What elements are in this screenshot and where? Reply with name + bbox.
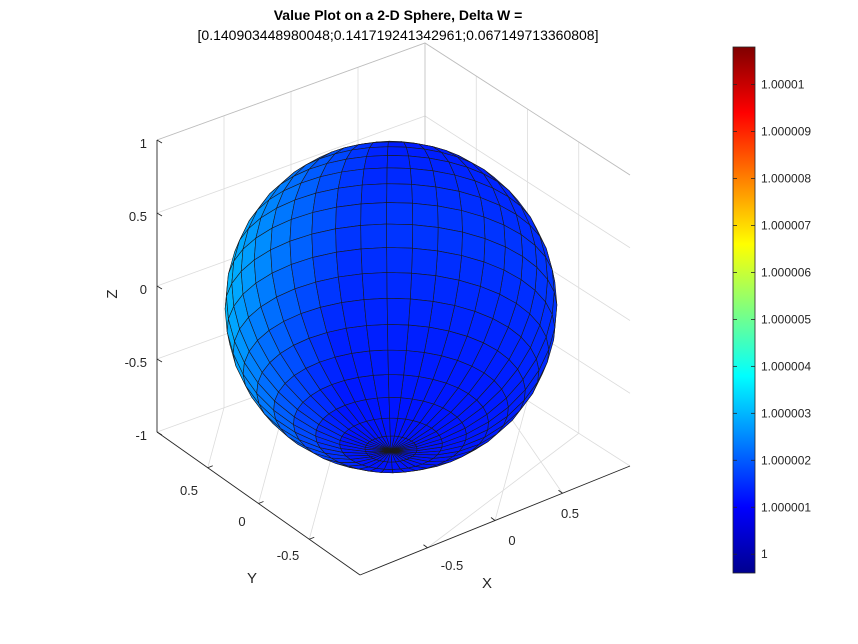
surface-face [360,247,388,275]
surface-face [432,275,460,306]
z-tick-label: -0.5 [125,355,147,370]
chart-title-line2: [0.140903448980048;0.141719241342961;0.0… [198,27,599,43]
z-axis-ticks: 1 0.5 0 -0.5 -1 [125,136,147,443]
surface-face [335,203,362,230]
colorbar-tick-label: 1.000005 [761,312,811,326]
x-tick-mark [558,489,563,494]
colorbar-tick-label: 1.000007 [761,218,811,232]
surface-face [341,299,367,329]
surface-face [386,247,413,274]
surface-face [388,374,405,399]
surface-face [386,183,413,204]
surface-face [363,155,388,170]
surface-face [386,167,412,185]
colorbar-tick-label: 1.000006 [761,265,811,279]
surface-face [337,273,365,303]
surface-face [335,225,362,253]
z-tick-label: -1 [135,428,147,443]
surface-face [411,183,438,207]
z-tick-mark [156,431,163,436]
surface-face [360,202,388,226]
surface-face [412,224,439,252]
surface-face [366,324,389,352]
surface-face [409,168,437,188]
z-tick-label: 0 [140,282,147,297]
y-tick-mark [309,536,315,540]
surface-face [411,247,438,277]
surface-face [360,183,388,205]
y-tick-label: 0 [238,514,245,529]
x-tick-label: 0.5 [561,506,579,521]
x-tick-mark [423,544,428,549]
colorbar-ticks: 1 1.000001 1.000002 1.000003 1.000004 1.00000… [733,78,811,561]
surface-face [386,155,411,169]
y-axis-label: Y [247,570,257,587]
colorbar[interactable] [732,46,756,574]
grid-line [427,142,580,549]
z-tick-label: 1 [140,136,147,151]
surface-face [386,297,411,326]
surface-face [387,349,407,376]
surface-face [366,146,389,157]
colorbar-tick-label: 1 [761,547,768,561]
surface-face [387,141,407,148]
x-tick-mark [490,517,496,521]
surface-face [369,349,389,376]
colorbar-tick-label: 1.000001 [761,500,811,514]
sphere-surface[interactable] [224,140,558,474]
surface-face [437,227,463,256]
z-tick-mark [156,285,163,290]
y-tick-label: 0.5 [180,483,198,498]
surface-face [386,202,414,226]
y-tick-mark [207,465,213,469]
surface-face [387,324,409,351]
surface-face [315,276,342,308]
surface-face [387,146,409,157]
x-axis-label: X [482,575,492,592]
surface-face [409,272,437,302]
x-tick-label: -0.5 [441,558,463,573]
colorbar-tick-label: 1.000004 [761,359,811,373]
colorbar-tick-label: 1.000009 [761,125,811,139]
z-tick-mark [156,212,163,217]
surface-face [386,223,414,249]
surface-face [408,298,434,328]
surface-face [435,250,462,281]
surface-face [361,272,388,300]
surface-face [360,223,388,250]
surface-face [361,167,388,186]
colorbar-tick-label: 1.000002 [761,453,811,467]
z-tick-label: 0.5 [129,209,147,224]
z-tick-mark [156,139,163,144]
x-tick-label: 0 [508,533,515,548]
colorbar-tick-label: 1.00001 [761,78,805,92]
grid-line [207,115,225,468]
surface-face [363,297,388,326]
z-tick-mark [156,358,163,363]
surface-face [412,202,439,228]
surface-face [335,248,363,278]
surface-face [335,184,363,208]
z-axis-label: Z [104,289,121,298]
colorbar-tick-label: 1.000008 [761,172,811,186]
x-axis-ticks: -0.5 0 0.5 [441,506,579,573]
surface-face [386,272,412,300]
y-axis-ticks: 0.5 0 -0.5 [180,483,299,563]
y-tick-mark [258,501,264,504]
y-tick-label: -0.5 [277,548,299,563]
colorbar-tick-label: 1.000003 [761,406,811,420]
chart-title-line1: Value Plot on a 2-D Sphere, Delta W = [274,7,523,23]
